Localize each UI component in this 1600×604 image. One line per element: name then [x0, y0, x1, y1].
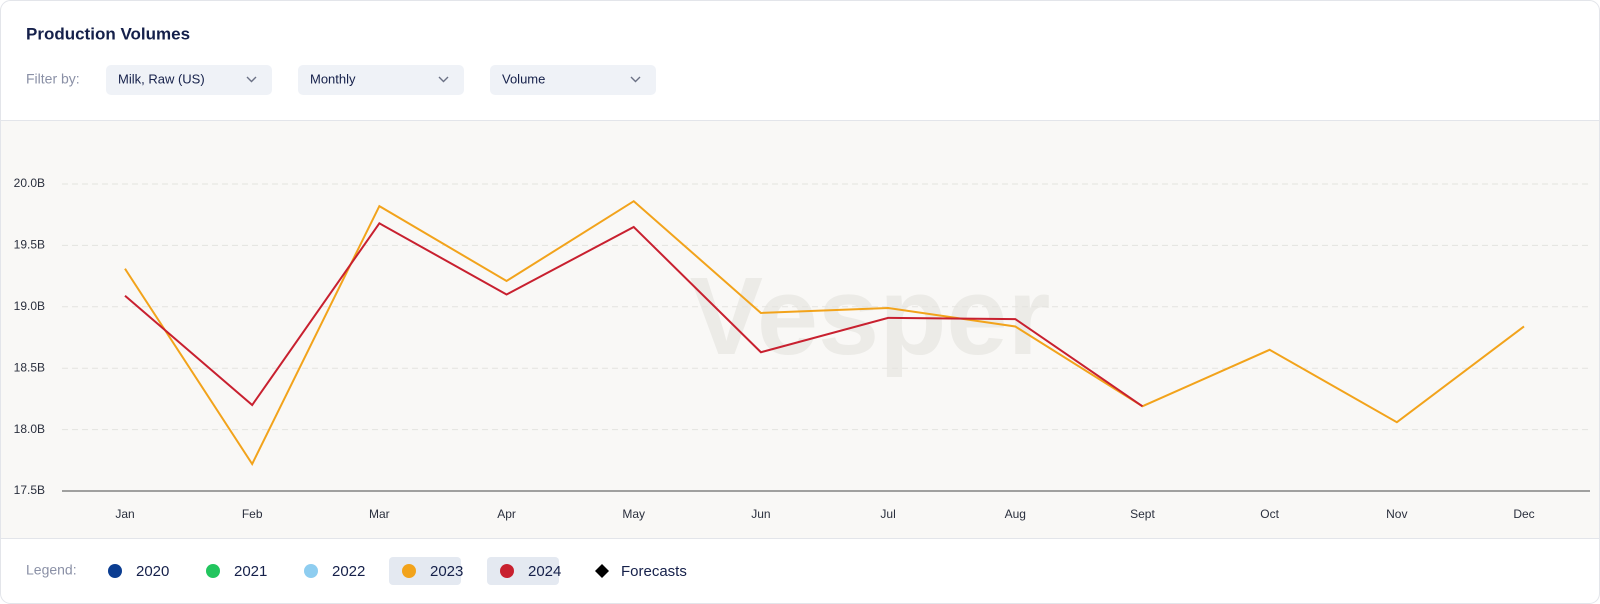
x-tick-label: Mar [369, 507, 390, 521]
y-tick-label: 18.0B [14, 422, 45, 436]
legend-dot[interactable] [304, 564, 318, 578]
legend-entry: 2024 [528, 563, 561, 580]
legend-entry: 2023 [430, 563, 463, 580]
x-tick-label: Sept [1130, 507, 1155, 521]
y-tick-label: 17.5B [14, 483, 45, 497]
legend-entry: Forecasts [621, 563, 687, 580]
x-tick-label: Nov [1386, 507, 1407, 521]
chart-area [1, 121, 1599, 538]
x-tick-label: Feb [242, 507, 263, 521]
x-tick-label: Dec [1513, 507, 1534, 521]
dropdown[interactable] [298, 65, 464, 95]
y-tick-label: 18.5B [14, 360, 45, 374]
legend-label: Legend: [26, 562, 77, 578]
legend-dot[interactable] [402, 564, 416, 578]
dropdown-label: Monthly [310, 71, 356, 86]
x-tick-label: Oct [1260, 507, 1279, 521]
chevron [438, 76, 449, 83]
legend-entry: 2022 [332, 563, 365, 580]
legend-highlight[interactable] [487, 557, 559, 585]
chart-title: Production Volumes [26, 24, 190, 43]
x-tick-label: Jul [880, 507, 895, 521]
dropdown[interactable] [490, 65, 656, 95]
chevron [630, 76, 641, 83]
y-tick-label: 20.0B [14, 176, 45, 190]
legend-highlight[interactable] [389, 557, 461, 585]
x-tick-label: May [622, 507, 645, 521]
legend-diamond[interactable] [595, 564, 609, 578]
legend-entry: 2021 [234, 563, 267, 580]
chevron [246, 76, 257, 83]
x-tick-label: Apr [497, 507, 516, 521]
x-tick-label: Jan [115, 507, 134, 521]
x-tick-label: Aug [1005, 507, 1026, 521]
legend-dot[interactable] [108, 564, 122, 578]
line-series [124, 221, 1144, 408]
dropdown-label: Volume [502, 71, 545, 86]
legend-dot[interactable] [500, 564, 514, 578]
filter-label: Filter by: [26, 71, 80, 87]
legend-dot[interactable] [206, 564, 220, 578]
dropdown-label: Milk, Raw (US) [118, 71, 205, 86]
y-tick-label: 19.0B [14, 299, 45, 313]
legend-entry: 2020 [136, 563, 169, 580]
y-tick-label: 19.5B [14, 238, 45, 252]
watermark: Vesper [690, 255, 1051, 378]
dropdown[interactable] [106, 65, 272, 95]
line-series [124, 199, 1525, 467]
x-tick-label: Jun [751, 507, 770, 521]
